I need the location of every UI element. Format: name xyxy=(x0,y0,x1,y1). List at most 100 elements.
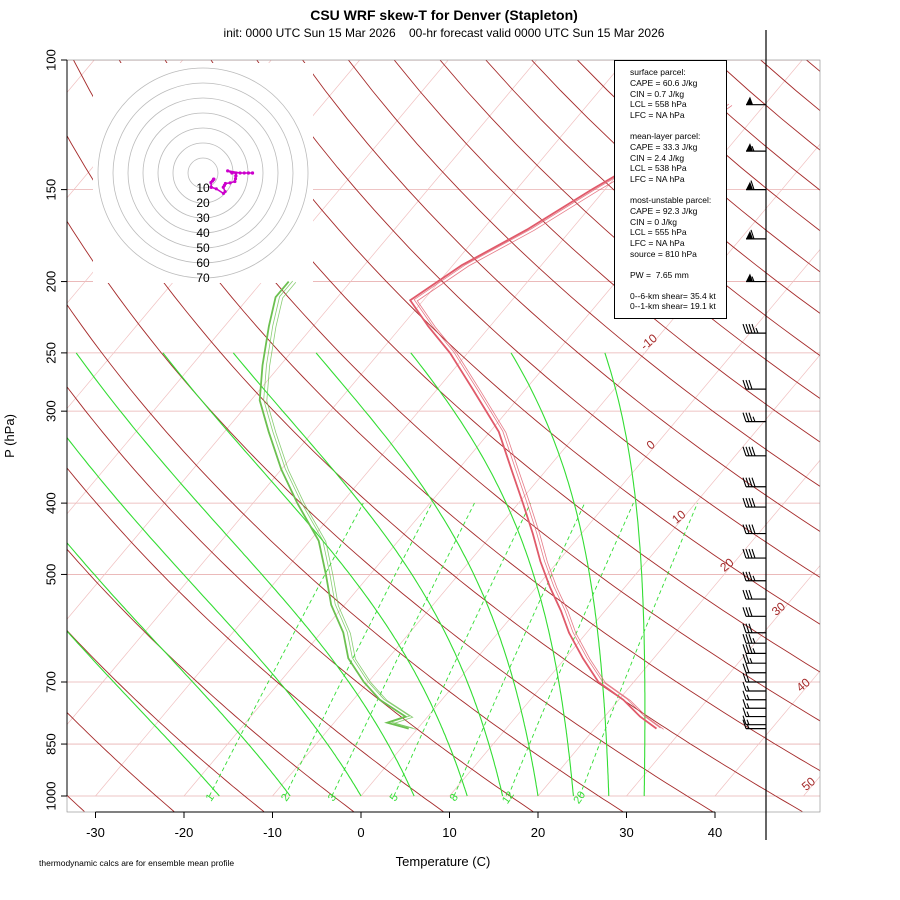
isotherm-label: -10 xyxy=(638,331,661,353)
wind-barb xyxy=(742,412,766,423)
moist-adiabat-line xyxy=(162,352,468,797)
wind-barb xyxy=(742,497,766,508)
stat-line: CAPE = 92.3 J/kg xyxy=(630,205,698,216)
mixing-ratio-line xyxy=(284,502,433,797)
y-tick-label: 250 xyxy=(43,342,58,364)
isotherm-line xyxy=(272,143,820,797)
y-tick-label: 300 xyxy=(43,400,58,422)
stat-line: LCL = 558 hPa xyxy=(630,99,687,110)
dewpoint-profile xyxy=(258,281,409,730)
temperature-member-profile xyxy=(413,103,730,729)
mixing-ratio-label: 5 xyxy=(388,792,401,804)
hodograph-ring-label: 50 xyxy=(196,241,210,255)
dry-adiabat-line xyxy=(256,60,820,578)
dry-adiabat-line xyxy=(852,60,900,812)
stat-line: mean-layer parcel: xyxy=(630,130,701,141)
stat-line: surface parcel: xyxy=(630,67,686,77)
hodograph-point xyxy=(233,177,238,181)
x-tick-label: -20 xyxy=(175,825,194,840)
hodograph-point xyxy=(226,169,230,173)
dewpoint-member-profile xyxy=(263,280,413,729)
hodograph-point xyxy=(212,177,216,181)
wind-barb xyxy=(742,719,766,730)
dry-adiabat-line xyxy=(439,60,820,399)
mixing-ratio-line xyxy=(579,502,698,797)
moist-adiabat-line xyxy=(67,541,291,797)
dry-adiabat-line xyxy=(67,711,175,812)
wind-barb xyxy=(746,229,766,240)
moist-adiabat-line xyxy=(75,352,415,797)
stat-line: most-unstable parcel: xyxy=(630,194,712,205)
wind-barb xyxy=(746,143,766,152)
temperature-profile xyxy=(408,103,726,730)
sounding-profiles xyxy=(258,103,733,730)
hodograph-ring-label: 40 xyxy=(196,226,210,240)
x-tick-label: 20 xyxy=(531,825,545,840)
chart-title: CSU WRF skew-T for Denver (Stapleton) xyxy=(310,7,578,23)
isotherm-line xyxy=(803,775,820,797)
hodograph-ring xyxy=(112,82,294,264)
stat-line: 0--6-km shear= 35.4 kt xyxy=(630,290,716,301)
x-axis-label: Temperature (C) xyxy=(396,854,491,869)
y-tick-label: 500 xyxy=(43,564,58,586)
wind-barb xyxy=(742,634,766,644)
hodograph-point xyxy=(230,171,234,175)
wind-barb xyxy=(746,273,766,283)
hodograph-point xyxy=(214,187,218,191)
mixing-ratio-line xyxy=(393,502,531,797)
mixing-ratio-line xyxy=(453,502,586,797)
dry-adiabat-line xyxy=(164,60,820,673)
dry-adiabat-line xyxy=(67,303,624,812)
y-tick-label: 400 xyxy=(43,492,58,514)
surface-parcel-block: surface parcel: CAPE = 60.6 J/kg CIN = 0… xyxy=(630,67,722,121)
moist-adiabat-line xyxy=(67,436,362,797)
isotherm-line xyxy=(95,60,715,797)
dry-adiabat-line xyxy=(302,60,820,532)
wind-barb xyxy=(742,681,766,692)
x-tick-label: -30 xyxy=(86,825,105,840)
stat-line: LFC = NA hPa xyxy=(630,174,685,185)
y-tick-label: 200 xyxy=(43,271,58,293)
x-tick-label: -10 xyxy=(263,825,282,840)
mixing-ratio-label: 1 xyxy=(204,792,217,804)
wind-barb xyxy=(742,623,766,634)
hodograph-background xyxy=(93,63,313,283)
dewpoint-member-profile xyxy=(266,282,416,730)
hodograph-ring-label: 30 xyxy=(196,211,210,225)
wind-barb xyxy=(742,715,766,726)
mixing-ratio-line xyxy=(208,502,364,797)
isotherm-line xyxy=(537,459,820,797)
dry-adiabat-line xyxy=(348,60,820,487)
wind-barb xyxy=(742,699,766,709)
isotherm-label: 50 xyxy=(799,774,818,794)
dry-adiabat-line xyxy=(67,548,354,812)
mixing-ratio-line xyxy=(331,502,475,797)
x-tick-label: 10 xyxy=(442,825,456,840)
stat-line: source = 810 hPa xyxy=(630,248,697,259)
dry-adiabat-line xyxy=(118,60,820,722)
moist-adiabat-line xyxy=(604,352,646,796)
isotherm-line xyxy=(714,670,820,797)
dry-adiabat-line xyxy=(760,60,820,112)
dry-adiabat-line xyxy=(806,60,820,72)
mixing-ratio-label: 20 xyxy=(571,789,588,806)
dry-adiabat-line xyxy=(714,60,820,151)
wind-barb xyxy=(742,690,766,701)
wind-barb xyxy=(742,707,766,718)
mixing-ratio-label: 12 xyxy=(500,789,517,806)
hodograph-point xyxy=(209,185,213,189)
hodograph-point xyxy=(221,191,226,196)
wind-barb xyxy=(742,548,766,559)
isotherm-line xyxy=(626,565,820,797)
x-tick-label: 40 xyxy=(708,825,722,840)
wind-barb xyxy=(742,323,766,334)
hodograph-ring-label: 70 xyxy=(196,271,210,285)
wind-barb xyxy=(742,524,766,535)
wind-barb xyxy=(742,477,766,488)
shear-block: 0--6-km shear= 35.4 kt 0--1-km shear= 19… xyxy=(630,291,722,313)
dry-adiabat-line xyxy=(67,134,803,812)
isotherm-line xyxy=(67,60,538,620)
moist-adiabat-line xyxy=(410,352,574,797)
hodograph-point xyxy=(250,171,255,175)
wind-barbs xyxy=(742,30,767,840)
